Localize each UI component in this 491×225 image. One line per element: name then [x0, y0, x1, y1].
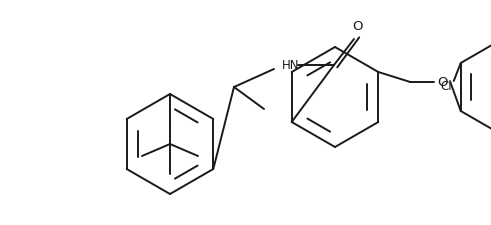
Text: O: O — [353, 19, 363, 32]
Text: O: O — [437, 76, 448, 89]
Text: Cl: Cl — [440, 79, 452, 92]
Text: HN: HN — [282, 59, 300, 72]
